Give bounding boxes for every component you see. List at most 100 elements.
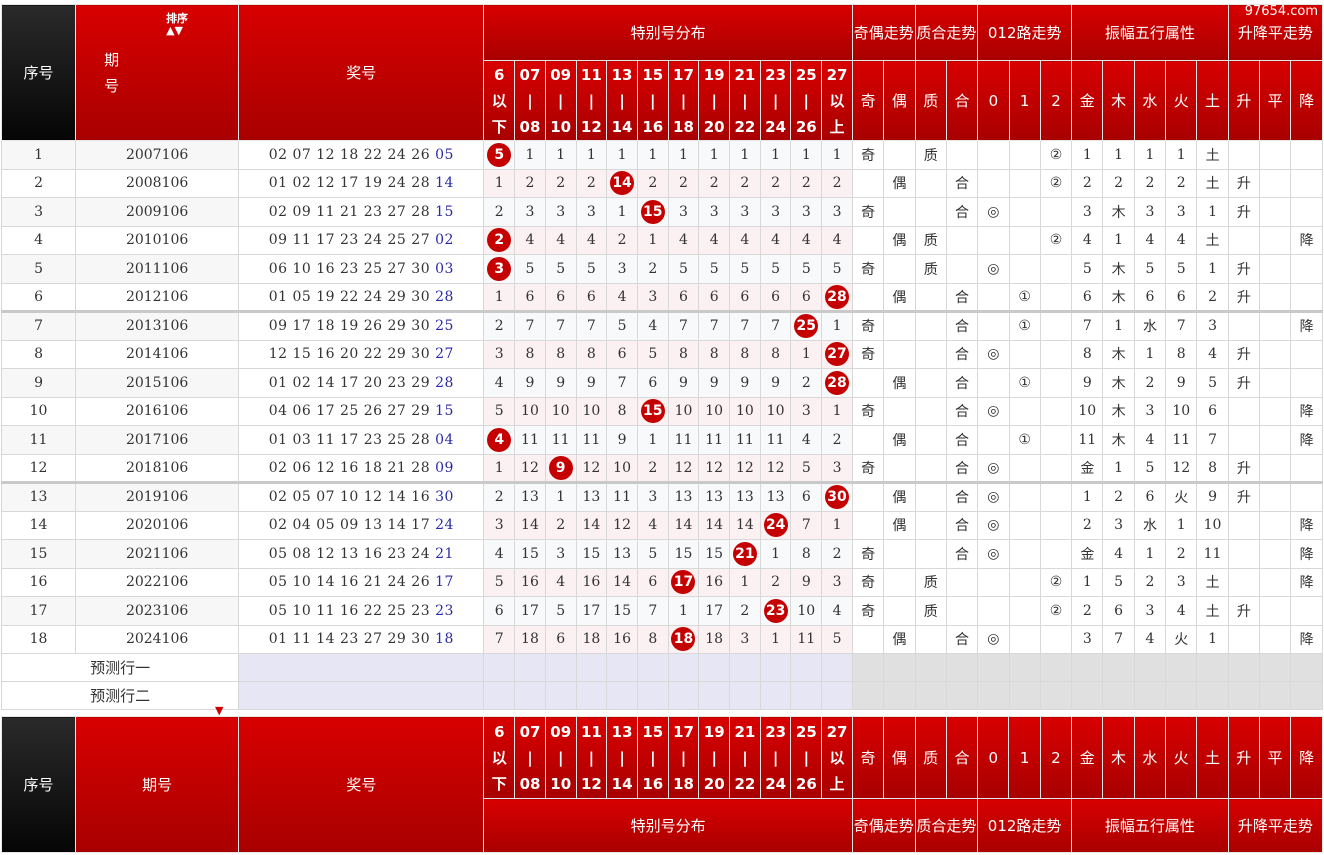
dist-cell: 2 xyxy=(636,453,669,483)
special-ball: 23 xyxy=(763,598,788,623)
predict-dist-cell[interactable] xyxy=(514,653,546,682)
predict-attr-cell xyxy=(1102,681,1135,710)
predict-dist-cell[interactable] xyxy=(759,653,792,682)
dist-cell: 24 xyxy=(759,510,792,540)
dist-cell: 4 xyxy=(514,225,546,255)
predict-dist-cell[interactable] xyxy=(514,681,546,710)
row-special-number: 14 xyxy=(435,175,454,192)
predict-dist-cell[interactable] xyxy=(790,653,823,682)
dist-cell: 3 xyxy=(821,197,853,227)
dist-cell: 2 xyxy=(483,225,516,255)
predict-dist-cell[interactable] xyxy=(698,653,731,682)
row-seq: 5 xyxy=(0,254,77,284)
dist-cell: 6 xyxy=(667,282,700,312)
amplitude-cell: 8 xyxy=(1196,453,1229,483)
predict-dist-cell[interactable] xyxy=(483,653,516,682)
predict-dist-cell[interactable] xyxy=(667,653,700,682)
footer-sub-header-2: 质 xyxy=(914,716,947,799)
amplitude-cell: 3 xyxy=(1133,197,1167,227)
sub-header-1: 偶 xyxy=(883,60,916,141)
dist-cell: 4 xyxy=(606,282,638,312)
predict-row[interactable]: 预测行二 xyxy=(0,681,1323,710)
scroll-down-icon[interactable]: ▼ xyxy=(215,704,224,717)
predict-dist-cell[interactable] xyxy=(483,681,516,710)
table-row: 9 2015106 01 02 14 17 20 23 29 28 4 9 9 9 7 6 9 9 9… xyxy=(0,368,1323,398)
footer-range-part: 10 xyxy=(550,774,572,793)
col-period-header[interactable]: 期 号 排序 ▲▼ xyxy=(75,4,240,141)
prime-comp-cell: 合 xyxy=(945,510,979,540)
amplitude-cell: 土 xyxy=(1196,567,1229,597)
range-part: 19 xyxy=(703,65,725,84)
predict-dist-cell[interactable] xyxy=(544,681,577,710)
road-cell: ◎ xyxy=(977,539,1010,569)
predict-dist-cell[interactable] xyxy=(729,653,761,682)
predict-dist-cell[interactable] xyxy=(790,681,823,710)
predict-dist-cell[interactable] xyxy=(636,681,669,710)
amplitude-cell: 8 xyxy=(1071,339,1104,369)
amplitude-cell: 4 xyxy=(1165,225,1198,255)
amplitude-cell: 1 xyxy=(1102,310,1135,341)
dist-cell: 10 xyxy=(729,396,761,426)
dist-cell: 6 xyxy=(483,596,516,626)
amplitude-cell: 1 xyxy=(1165,140,1198,170)
predict-dist-cell[interactable] xyxy=(575,681,608,710)
prime-comp-cell: 合 xyxy=(945,396,979,426)
dist-cell: 5 xyxy=(821,254,853,284)
row-special-number: 28 xyxy=(435,288,454,305)
road-cell xyxy=(977,567,1010,597)
dist-cell: 5 xyxy=(575,254,608,284)
row-special-number: 25 xyxy=(435,318,454,335)
footer-range-part: | xyxy=(588,748,595,767)
watermark: 97654.com xyxy=(1244,4,1318,19)
predict-row[interactable]: 预测行一 xyxy=(0,653,1323,682)
amplitude-cell: 9 xyxy=(1196,481,1229,512)
row-special-number: 23 xyxy=(435,602,454,619)
predict-dist-cell[interactable] xyxy=(544,653,577,682)
predict-input[interactable] xyxy=(238,653,485,682)
trend-cell xyxy=(1227,140,1261,170)
footer-odd-even-header: 奇偶走势 xyxy=(851,798,916,853)
footer-sub-header-5: 1 xyxy=(1008,716,1041,799)
road-cell xyxy=(977,596,1010,626)
dist-cell: 11 xyxy=(606,481,638,512)
predict-dist-cell[interactable] xyxy=(606,681,638,710)
sub-header-9: 水 xyxy=(1133,60,1167,141)
dist-cell: 1 xyxy=(636,225,669,255)
predict-dist-cell[interactable] xyxy=(821,653,853,682)
table-row: 4 2010106 09 11 17 23 24 25 27 02 2 4 4 4 2 1 4 4 4… xyxy=(0,225,1323,255)
predict-attr-cell xyxy=(1290,681,1323,710)
prime-comp-cell: 合 xyxy=(945,339,979,369)
amplitude-cell: 2 xyxy=(1133,368,1167,398)
predict-attr-cell xyxy=(1039,653,1073,682)
row-special-number: 15 xyxy=(435,203,454,220)
predict-dist-cell[interactable] xyxy=(729,681,761,710)
predict-dist-cell[interactable] xyxy=(606,653,638,682)
predict-dist-cell[interactable] xyxy=(667,681,700,710)
amplitude-cell: 水 xyxy=(1133,510,1167,540)
footer-special-dist-header: 特别号分布 xyxy=(483,798,853,853)
road-cell xyxy=(1008,596,1041,626)
predict-dist-cell[interactable] xyxy=(821,681,853,710)
dist-cell: 17 xyxy=(575,596,608,626)
road-cell: ② xyxy=(1039,140,1073,170)
dist-cell: 10 xyxy=(606,453,638,483)
trend-cell: 降 xyxy=(1290,425,1323,455)
row-seq: 2 xyxy=(0,168,77,198)
predict-dist-cell[interactable] xyxy=(759,681,792,710)
predict-input[interactable] xyxy=(238,681,485,710)
predict-dist-cell[interactable] xyxy=(636,653,669,682)
prime-comp-cell: 合 xyxy=(945,539,979,569)
row-numbers: 05 10 11 16 22 25 23 23 xyxy=(238,596,485,626)
row-main-numbers: 09 17 18 19 26 29 30 xyxy=(268,318,431,335)
footer-sub-header-4: 0 xyxy=(977,716,1010,799)
trend-cell xyxy=(1259,425,1292,455)
predict-dist-cell[interactable] xyxy=(575,653,608,682)
sort-button[interactable]: 排序 ▲▼ xyxy=(166,13,188,37)
footer-range-part: 21 xyxy=(734,722,756,741)
sub-header-2: 质 xyxy=(914,60,947,141)
amplitude-cell: 4 xyxy=(1133,225,1167,255)
predict-dist-cell[interactable] xyxy=(698,681,731,710)
footer-range-part: | xyxy=(527,748,533,767)
odd-even-cell xyxy=(883,596,916,626)
table-row: 13 2019106 02 05 07 10 12 14 16 30 2 13 1 13 11… xyxy=(0,481,1323,512)
